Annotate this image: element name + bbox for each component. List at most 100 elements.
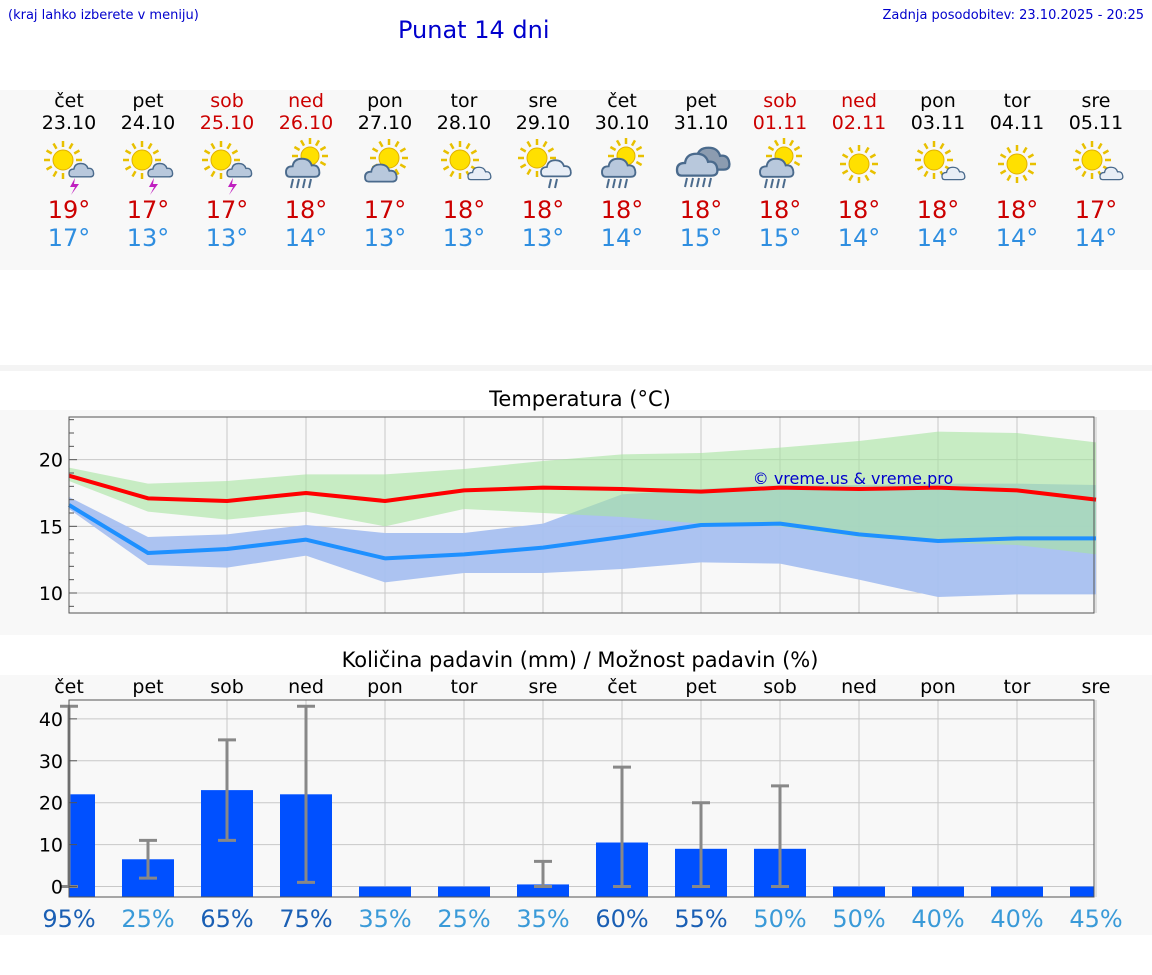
x-tick-label: tor [1004, 676, 1031, 698]
precipitation-probability: 60% [595, 905, 648, 933]
max-temperature: 17° [1074, 196, 1118, 224]
forecast-day: tor 28.10 18° 13° [424, 90, 504, 252]
x-tick-label: sob [763, 676, 797, 698]
max-temperature: 18° [284, 196, 328, 224]
temperature-chart-title: Temperatura (°C) [489, 387, 671, 411]
sun-behind-cloud-icon [355, 134, 415, 196]
x-tick-label: ned [841, 676, 877, 698]
day-name: čet [607, 90, 637, 112]
precipitation-bar [359, 886, 411, 897]
day-name: pet [685, 90, 717, 112]
min-temperature: 14° [600, 224, 644, 252]
max-temperature: 18° [442, 196, 486, 224]
precipitation-error-bar [297, 704, 315, 884]
forecast-day: pet 31.10 18° 15° [661, 90, 741, 252]
plot-frame [68, 416, 1095, 614]
last-update: Zadnja posodobitev: 23.10.2025 - 20:25 [882, 8, 1144, 23]
forecast-day: sob 01.11 18° 15° [740, 90, 820, 252]
sun-small-cloud-icon [434, 134, 494, 196]
day-date: 31.10 [673, 112, 729, 134]
x-tick-label: sre [1082, 676, 1111, 698]
day-date: 04.11 [989, 112, 1045, 134]
min-temperature: 13° [442, 224, 486, 252]
precipitation-bar [991, 886, 1043, 897]
day-name: sob [210, 90, 244, 112]
max-temperature: 18° [758, 196, 802, 224]
precipitation-error-bar [692, 801, 710, 889]
min-temperature-line [67, 503, 1096, 561]
precipitation-probability: 40% [911, 905, 964, 933]
day-date: 25.10 [199, 112, 255, 134]
precipitation-bar [1070, 886, 1094, 897]
day-date: 03.11 [910, 112, 966, 134]
max-temperature: 18° [995, 196, 1039, 224]
precipitation-probability: 65% [200, 905, 253, 933]
min-temperature: 13° [363, 224, 407, 252]
y-tick-label: 10 [39, 835, 63, 857]
forecast-day: pon 27.10 17° 13° [345, 90, 425, 252]
day-date: 02.11 [831, 112, 887, 134]
x-tick-label: sre [529, 676, 558, 698]
day-date: 28.10 [436, 112, 492, 134]
x-tick-label: tor [451, 676, 478, 698]
min-temperature: 15° [679, 224, 723, 252]
min-temperature: 14° [916, 224, 960, 252]
max-temperature-line [68, 473, 1097, 503]
precipitation-bar [833, 886, 885, 897]
precipitation-probability: 25% [437, 905, 490, 933]
forecast-day: tor 04.11 18° 14° [977, 90, 1057, 252]
day-name: pet [132, 90, 164, 112]
precipitation-chart-title: Količina padavin (mm) / Možnost padavin … [341, 648, 819, 672]
min-temperature: 14° [284, 224, 328, 252]
precipitation-error-bar [534, 859, 552, 889]
max-temperature: 19° [47, 196, 91, 224]
sun-icon [987, 134, 1047, 196]
forecast-day: sre 05.11 17° 14° [1056, 90, 1136, 252]
section-divider [0, 365, 1152, 371]
forecast-day: čet 23.10 19° 17° [29, 90, 109, 252]
sun-small-cloud-icon [1066, 134, 1126, 196]
day-name: ned [841, 90, 877, 112]
watermark: © vreme.us & vreme.pro [753, 469, 954, 488]
precipitation-probability: 55% [674, 905, 727, 933]
forecast-day: sre 29.10 18° 13° [503, 90, 583, 252]
day-name: sre [528, 90, 558, 112]
min-temperature: 13° [205, 224, 249, 252]
forecast-day: pet 24.10 17° 13° [108, 90, 188, 252]
x-tick-label: ned [288, 676, 324, 698]
y-tick-label: 40 [39, 709, 63, 731]
day-name: tor [450, 90, 478, 112]
max-temperature: 18° [521, 196, 565, 224]
sun-cloud-thunder-icon [39, 134, 99, 196]
x-tick-label: čet [607, 676, 637, 698]
max-temperature: 17° [363, 196, 407, 224]
precipitation-error-bar [771, 784, 789, 889]
forecast-day: sob 25.10 17° 13° [187, 90, 267, 252]
page-title: Punat 14 dni [398, 16, 550, 44]
y-tick-label: 20 [39, 793, 63, 815]
max-temperature: 18° [837, 196, 881, 224]
precipitation-probability: 40% [990, 905, 1043, 933]
max-temperature-range [69, 431, 1096, 555]
min-temperature: 17° [47, 224, 91, 252]
day-date: 23.10 [41, 112, 97, 134]
sun-rain-cloud-icon [592, 134, 652, 196]
day-name: tor [1003, 90, 1031, 112]
day-name: čet [54, 90, 84, 112]
x-tick-label: sob [210, 676, 244, 698]
forecast-day: ned 26.10 18° 14° [266, 90, 346, 252]
day-name: sob [763, 90, 797, 112]
precipitation-probability: 45% [1069, 905, 1122, 933]
day-date: 05.11 [1068, 112, 1124, 134]
location-hint: (kraj lahko izberete v meniju) [8, 8, 199, 23]
precipitation-probability: 95% [42, 905, 95, 933]
max-temperature: 18° [679, 196, 723, 224]
min-temperature: 15° [758, 224, 802, 252]
rain-cloud-icon [671, 134, 731, 196]
day-date: 01.11 [752, 112, 808, 134]
plot-frame [68, 699, 1095, 898]
precipitation-probability: 25% [121, 905, 174, 933]
y-tick-label: 10 [39, 583, 63, 605]
